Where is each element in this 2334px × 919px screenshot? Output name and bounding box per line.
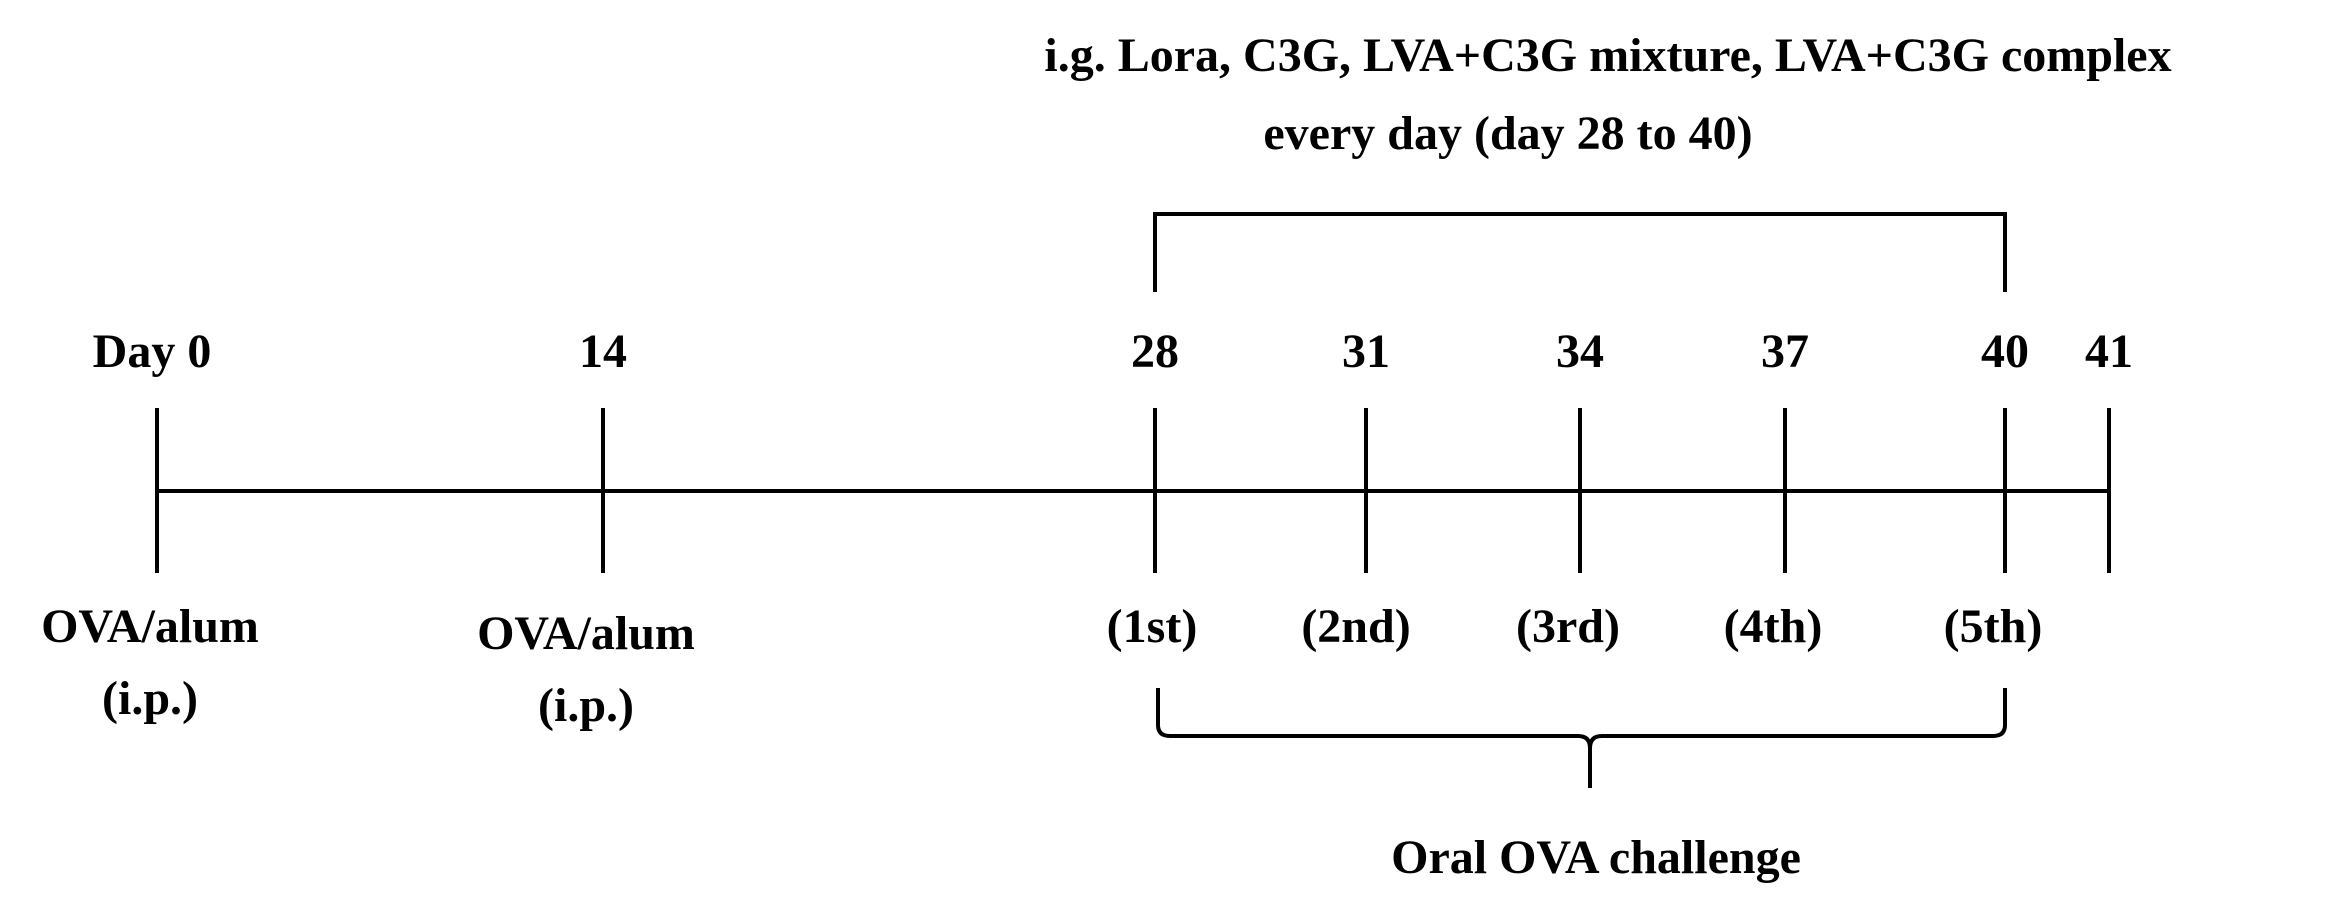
treatment-line2: every day (day 28 to 40)	[1263, 107, 1752, 160]
event-label: (2nd)	[1301, 600, 1410, 653]
treatment-line1: i.g. Lora, C3G, LVA+C3G mixture, LVA+C3G…	[1044, 29, 2171, 82]
day-label: Day 0	[93, 325, 212, 378]
day-label: 28	[1131, 325, 1179, 378]
day-label: 37	[1761, 325, 1809, 378]
event-label: (4th)	[1724, 600, 1823, 653]
day-label: 31	[1342, 325, 1390, 378]
event-label: OVA/alum	[477, 607, 695, 660]
day-label: 34	[1556, 325, 1604, 378]
treatment-bracket	[1153, 212, 2007, 292]
event-label: (1st)	[1107, 600, 1198, 653]
event-label: (3rd)	[1516, 600, 1620, 653]
day-label: 40	[1981, 325, 2029, 378]
challenge-brace	[1156, 688, 2007, 788]
day-label: 41	[2085, 325, 2133, 378]
day-label: 14	[579, 325, 627, 378]
event-label: (i.p.)	[538, 679, 634, 732]
event-label: (i.p.)	[102, 672, 198, 725]
event-label: (5th)	[1944, 600, 2043, 653]
challenge-label: Oral OVA challenge	[1391, 831, 1801, 884]
timeline-ticks: Day 0 OVA/alum (i.p.) 14 OVA/alum (i.p.) 28 (1s…	[41, 325, 2133, 732]
event-label: OVA/alum	[41, 600, 259, 653]
